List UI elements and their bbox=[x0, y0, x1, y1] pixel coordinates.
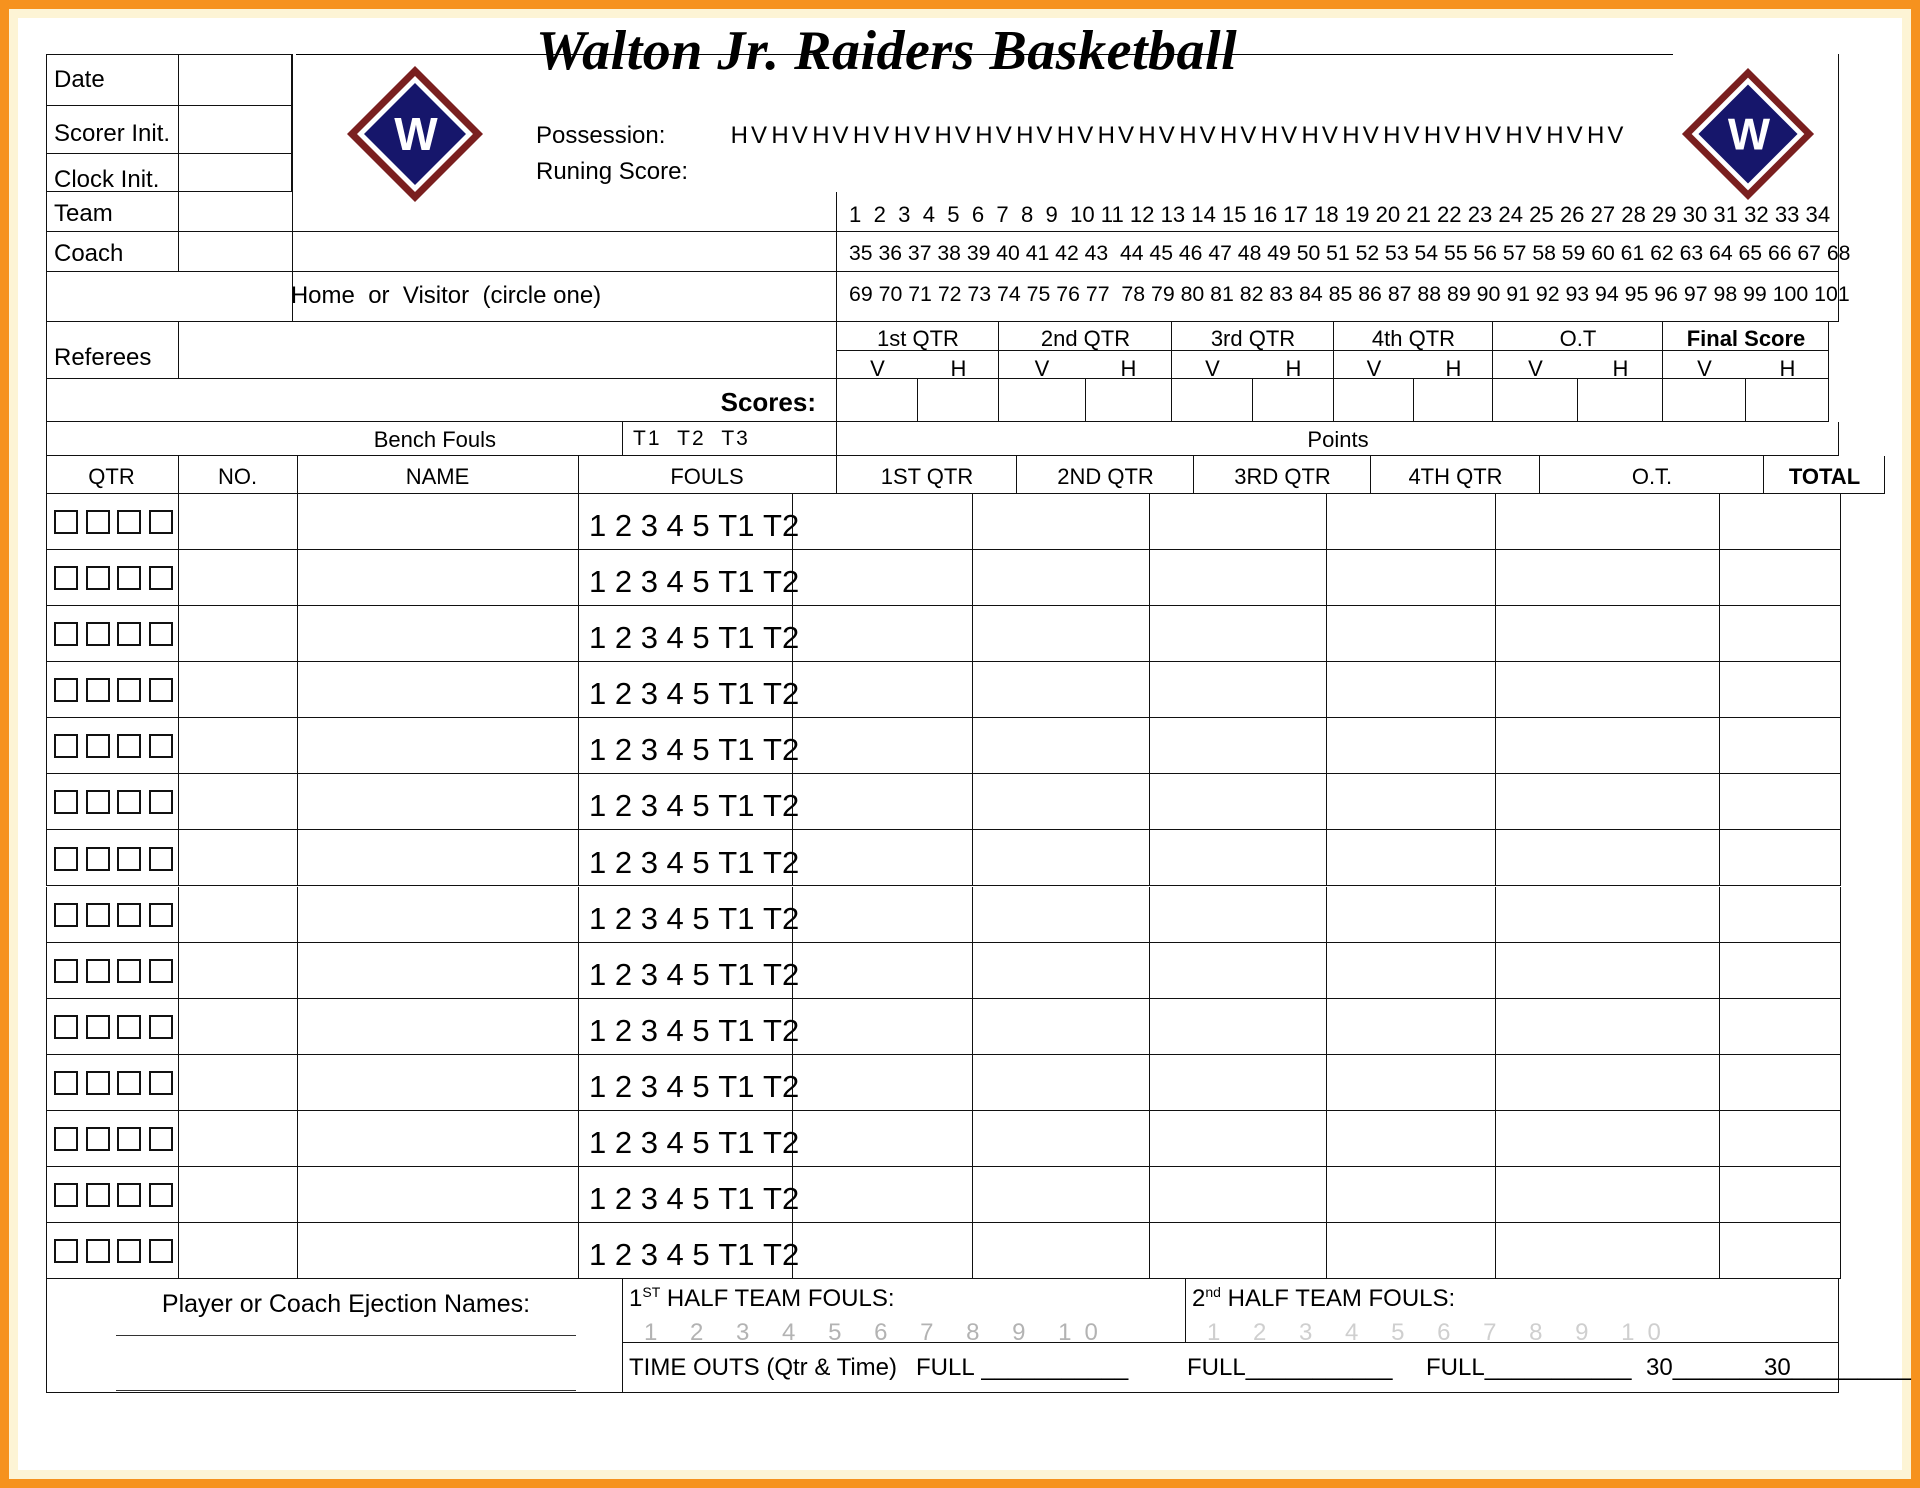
svg-text:W: W bbox=[1728, 111, 1771, 160]
